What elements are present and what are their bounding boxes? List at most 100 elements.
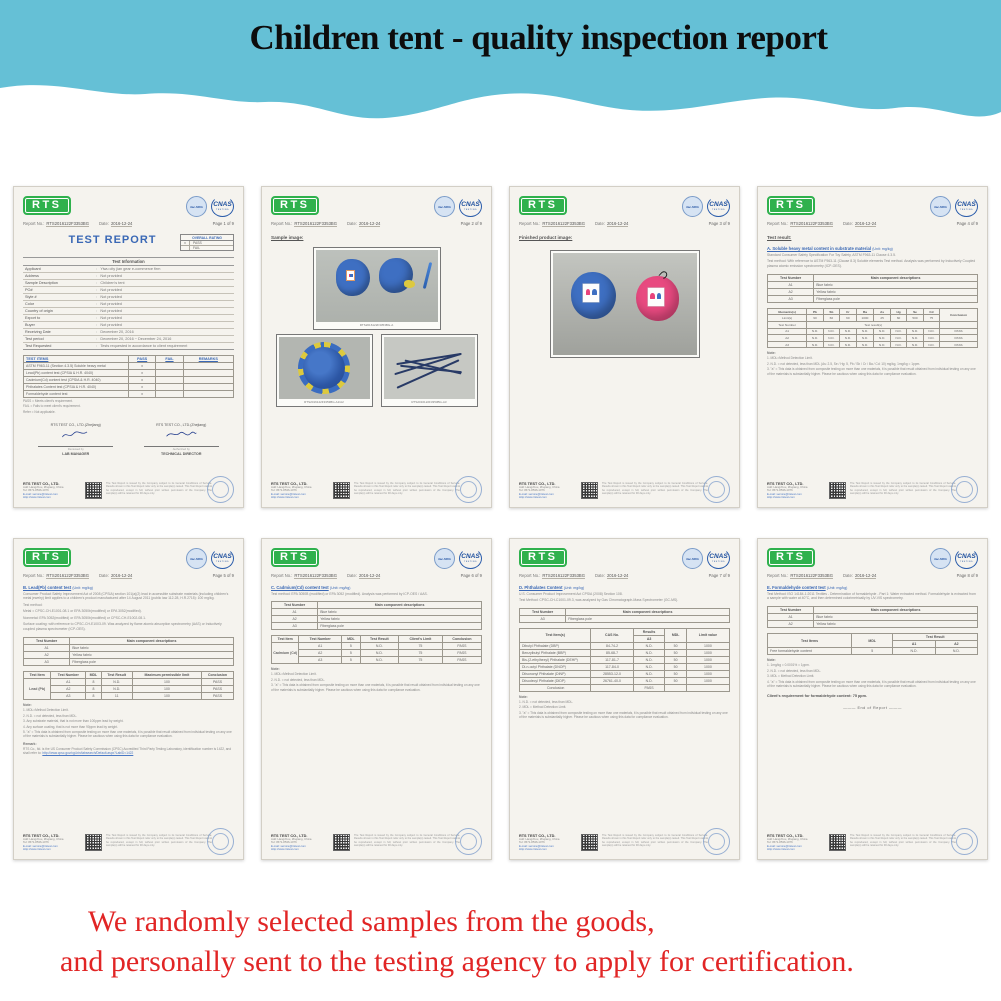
report-page-3: RTS ilac-MRA CNAS TESTING Report No.: RTS… bbox=[509, 186, 740, 508]
info-row: ColorNot provided bbox=[23, 301, 234, 308]
report-page-4: RTS ilac-MRA CNAS TESTING Report No.: RTS… bbox=[757, 186, 988, 508]
client-requirement: Client's requirement for formaldehyde co… bbox=[767, 693, 868, 698]
qr-code bbox=[333, 481, 350, 499]
cnas-stamp-icon: CNAS TESTING bbox=[955, 548, 978, 569]
page-number: Page 1 of 9 bbox=[212, 221, 234, 226]
sample-photo-a3: RTS2016122F3353BG-A3 bbox=[380, 334, 478, 407]
metal-result-row: A3 N.D. N.D. N.D. N.D. N.D. N.D. N.D. N.D. PASS bbox=[766, 340, 978, 349]
cnas-stamp-icon: CNAS TESTING bbox=[459, 548, 482, 569]
page-number: Page 7 of 9 bbox=[708, 573, 730, 578]
info-row: Country of originNot provided bbox=[23, 308, 234, 315]
footer-stamp-icon bbox=[703, 476, 730, 503]
component-row: A2 Yellow fabric bbox=[766, 620, 978, 629]
phthalate-row: Benzylbutyl Phthalate (BBP) 85-68-7 N.D. 50… bbox=[518, 648, 731, 657]
ilac-mra-stamp-icon: ilac-MRA bbox=[682, 196, 703, 217]
info-row: Receiving DateDecember 20, 2016 bbox=[23, 329, 234, 336]
signature-squiggle-icon bbox=[61, 431, 88, 438]
component-table: Test Number Main component descriptions A… bbox=[766, 273, 978, 303]
report-meta: Report No.: RTS2016122F3353BG Date: 2016… bbox=[23, 221, 234, 227]
ilac-mra-stamp-icon: ilac-MRA bbox=[434, 196, 455, 217]
finished-product-label: Finished product image: bbox=[519, 235, 573, 240]
info-row: Test RequestedTests requested in accorda… bbox=[23, 343, 234, 349]
phthalate-row: Bis-(2-ethylhexyl) Phthalate (DEHP) 117-8… bbox=[518, 655, 731, 664]
component-table: Test Number Main component descriptions A… bbox=[766, 606, 978, 629]
qr-code bbox=[581, 481, 598, 499]
section-d-heading: D. Phthalates Content (Unit: mg/kg) bbox=[519, 585, 585, 590]
signature-block: RTS TEST CO., LTD.(Zhejiang) Reviewed by… bbox=[23, 423, 234, 456]
signature-squiggle-icon bbox=[166, 432, 197, 437]
items-header-row: TEST ITEMS PASS FAIL REMARKS bbox=[22, 355, 235, 363]
report-footer: RTS TEST CO., LTD. Add: Hangzhou, Zhejia… bbox=[519, 476, 730, 503]
report-page-8: RTS ilac-MRA CNAS TESTING Report No.: RTS… bbox=[757, 538, 988, 860]
component-row: A2 Yellow fabric bbox=[270, 615, 482, 624]
phthalate-row: Dibutyl Phthalate (DBP) 84-74-2 N.D. 50 1000 bbox=[518, 641, 731, 650]
lead-result-table: Test Item Test Number MDL Test Result Ma… bbox=[22, 671, 234, 701]
cnas-stamp-icon: CNAS TESTING bbox=[955, 196, 978, 217]
info-row: PO#Not provided bbox=[23, 287, 234, 294]
footer-stamp-icon bbox=[207, 828, 234, 855]
items-row: Formaldehyde content test x bbox=[22, 390, 235, 398]
remark-text: RTS Co., ltd. is the US Consumer Product… bbox=[23, 746, 232, 756]
report-notes: PASS = Meets client's requirement. FAIL =… bbox=[23, 399, 81, 414]
cpsc-link: http://www.cpsc.gov/cgi-bin/labsearch/De… bbox=[42, 751, 134, 756]
metal-result-row: A1 N.D. N.D. N.D. N.D. N.D. N.D. N.D. N.D. PASS bbox=[766, 327, 978, 336]
caption-line-2: and personally sent to the testing agenc… bbox=[60, 945, 854, 978]
info-row: Sample DescriptionChildren's tent bbox=[23, 280, 234, 287]
photo-caption: RTS2016122F3353BG-A1/A2 bbox=[304, 400, 344, 404]
banner-wave-shape bbox=[0, 0, 1001, 119]
component-row: A3 Fiberglass pole bbox=[518, 614, 730, 623]
items-row: Cadmium(Cd) content test (CPSIA & H.R. 4… bbox=[22, 376, 235, 384]
items-row: ASTM F963-11 (Section 4.3.5) Soluble hea… bbox=[22, 362, 235, 370]
title-banner: Children tent - quality inspection repor… bbox=[0, 0, 1001, 135]
report-footer: RTS TEST CO., LTD. Add: Hangzhou, Zhejia… bbox=[767, 828, 978, 855]
rts-logo: RTS bbox=[519, 196, 567, 215]
qr-code bbox=[85, 833, 102, 851]
section-a-heading: A. Soluble heavy metal content in substr… bbox=[767, 246, 893, 251]
sample-image-label: Sample image: bbox=[271, 235, 304, 240]
sample-photo-a: RTS2016122F3353BG-A bbox=[312, 247, 441, 330]
carabiner-clip bbox=[658, 270, 669, 281]
end-of-report: ——— End of Report ——— bbox=[843, 705, 902, 710]
rts-logo: RTS bbox=[23, 196, 71, 215]
formaldehyde-table: Test Items MDL Test Result A1 A2 Free fo… bbox=[767, 633, 979, 656]
phthalate-row: Diisodecyl Phthalate (DIDP) 26761-40-0 N.D… bbox=[518, 676, 731, 685]
component-row: A1 Blue fabric bbox=[766, 280, 978, 289]
component-table: Test Number Main component descriptions A… bbox=[270, 601, 482, 631]
footer-disclaimer: The Test Report is issued by the Company… bbox=[106, 481, 212, 496]
page-number: Page 8 of 9 bbox=[956, 573, 978, 578]
photo-caption: RTS2016122F3353BG-A bbox=[359, 323, 394, 327]
report-page-1: RTS ilac-MRA CNAS TESTING Report No.: RT… bbox=[13, 186, 244, 508]
cnas-stamp-icon: CNAS TESTING bbox=[459, 196, 482, 217]
test-result-heading: Test result: bbox=[767, 235, 792, 240]
page-number: Page 5 of 9 bbox=[212, 573, 234, 578]
report-no-label: Report No.: bbox=[23, 221, 45, 226]
tent-bag-label bbox=[583, 284, 600, 303]
page-number: Page 3 of 9 bbox=[708, 221, 730, 226]
date-label: Date: bbox=[98, 221, 109, 226]
ilac-mra-stamp-icon: ilac-MRA bbox=[186, 548, 207, 569]
info-row: Test periodDecember 20, 2016 ~ December … bbox=[23, 336, 234, 343]
footer-stamp-icon bbox=[455, 828, 482, 855]
conclusion-row: Conclusion PASS bbox=[518, 683, 731, 692]
ilac-mra-stamp-icon: ilac-MRA bbox=[186, 196, 207, 217]
sample-photo-a1a2: RTS2016122F3353BG-A1/A2 bbox=[275, 334, 373, 407]
info-row: AddressNot provided bbox=[23, 273, 234, 280]
fail-mark bbox=[181, 246, 190, 250]
component-row: A2 Yellow fabric bbox=[766, 287, 978, 296]
phthalate-row: Di-n-octyl Phthalate (DNOP) 117-84-0 N.D. 5… bbox=[518, 662, 731, 671]
qr-code bbox=[829, 833, 846, 851]
report-no-value: RTS2016122F3353BG bbox=[46, 221, 89, 227]
component-row: A3 Fiberglass pole bbox=[270, 622, 482, 631]
technical-director-signature: RTS TEST CO., LTD.(Zhejiang) Authorized … bbox=[134, 423, 229, 456]
rts-logo: RTS bbox=[23, 548, 71, 567]
report-footer: RTS TEST CO., LTD. Add: Hangzhou, Zhejia… bbox=[767, 476, 978, 503]
report-footer: RTS TEST CO., LTD. Add: Hangzhou, Zhejia… bbox=[519, 828, 730, 855]
page-title: Children tent - quality inspection repor… bbox=[249, 18, 828, 57]
page-number: Page 6 of 9 bbox=[460, 573, 482, 578]
tent-bag-label bbox=[647, 287, 664, 306]
report-page-7: RTS ilac-MRA CNAS TESTING Report No.: RTS… bbox=[509, 538, 740, 860]
section-e-heading: E. Formaldehyde content test (Unit: mg/k… bbox=[767, 585, 848, 590]
cadmium-result-table: Test Item Test Number MDL Test Result Cl… bbox=[270, 635, 483, 665]
ilac-mra-stamp-icon: ilac-MRA bbox=[682, 548, 703, 569]
report-header: RTS ilac-MRA CNAS TESTING bbox=[23, 196, 234, 217]
